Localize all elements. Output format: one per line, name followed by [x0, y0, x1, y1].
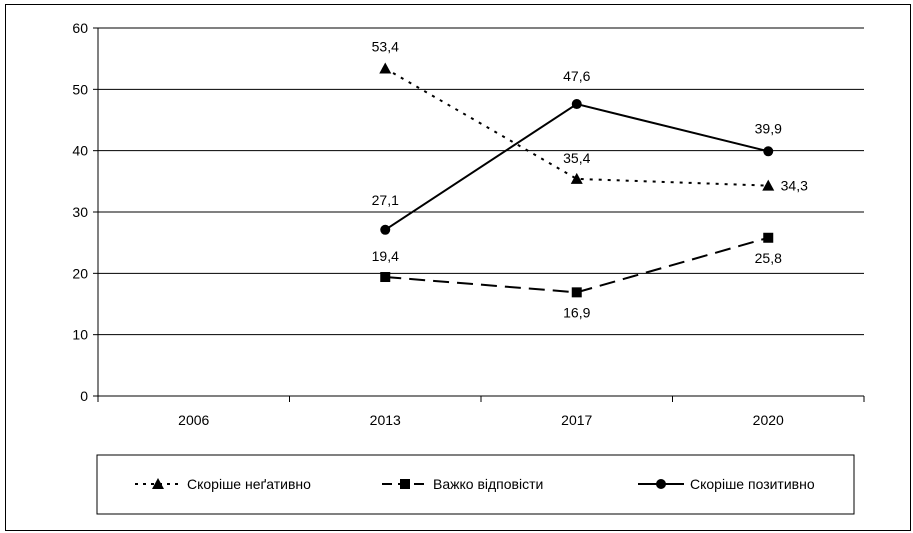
data-label: 34,3: [781, 178, 808, 194]
square-marker: [571, 287, 582, 298]
grid-lines: [98, 27, 864, 336]
triangle-marker: [570, 172, 583, 184]
circle-marker: [763, 146, 774, 157]
x-tick-label: 2013: [370, 412, 401, 428]
series-positive-line: [384, 102, 769, 231]
series-group: [379, 62, 775, 298]
legend-label: Важко відповісти: [433, 476, 543, 492]
legend-square-marker: [400, 479, 410, 489]
series-negative-line: [384, 67, 769, 187]
legend: Скоріше неґативно Важко відповісти Скоріше…: [96, 454, 855, 515]
legend-box: [96, 454, 855, 515]
data-label: 27,1: [372, 192, 399, 208]
y-tick-label: 30: [72, 204, 88, 220]
x-tick-label: 2006: [178, 412, 209, 428]
x-tick-label: 2017: [561, 412, 592, 428]
series-hard-to-answer-line: [385, 236, 769, 294]
data-label: 25,8: [755, 250, 782, 266]
data-label: 39,9: [755, 120, 782, 136]
legend-triangle-marker: [152, 478, 164, 489]
square-marker: [763, 232, 774, 243]
data-label: 47,6: [563, 68, 590, 84]
y-tick-label: 50: [72, 81, 88, 97]
data-label: 16,9: [563, 304, 590, 320]
data-label: 53,4: [372, 38, 399, 54]
data-label: 19,4: [372, 248, 399, 264]
y-tick-label: 20: [72, 265, 88, 281]
legend-circle-marker: [656, 479, 666, 489]
legend-label: Скоріше позитивно: [690, 476, 815, 492]
triangle-marker: [762, 179, 775, 191]
y-tick-label: 40: [72, 143, 88, 159]
data-labels: 53,4 35,4 34,3 19,4 16,9 25,8 27,1 47,6 39,9: [372, 38, 808, 320]
y-tick-label: 0: [80, 388, 88, 404]
square-marker: [380, 272, 391, 283]
data-label: 35,4: [563, 150, 590, 166]
x-axis-ticks: 2006 2013 2017 2020: [97, 396, 865, 428]
y-axis-ticks: 0 10 20 30 40 50 60: [72, 20, 98, 404]
triangle-marker: [379, 62, 392, 74]
circle-marker: [571, 99, 582, 110]
x-tick-label: 2020: [753, 412, 784, 428]
chart-frame: [5, 4, 911, 531]
y-tick-label: 60: [72, 20, 88, 36]
legend-label: Скоріше неґативно: [187, 476, 311, 492]
circle-marker: [380, 224, 391, 235]
y-tick-label: 10: [72, 327, 88, 343]
